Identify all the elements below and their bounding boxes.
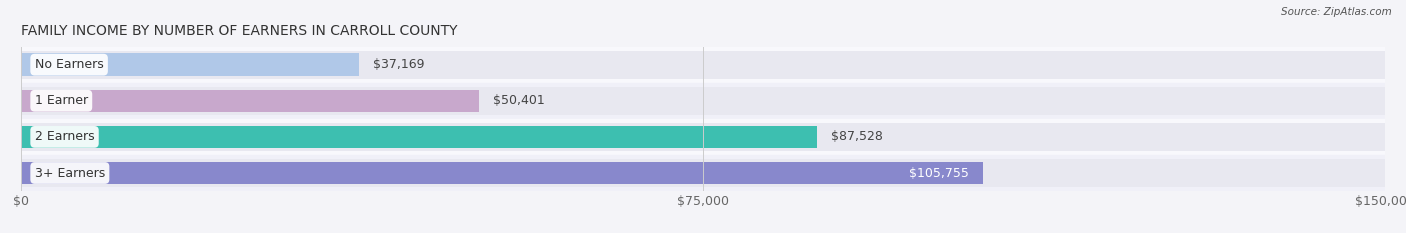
- Bar: [21, 126, 817, 148]
- Text: $87,528: $87,528: [831, 130, 883, 143]
- Text: FAMILY INCOME BY NUMBER OF EARNERS IN CARROLL COUNTY: FAMILY INCOME BY NUMBER OF EARNERS IN CA…: [21, 24, 457, 38]
- Bar: [21, 83, 1385, 119]
- Bar: [21, 162, 983, 184]
- Bar: [21, 47, 1385, 83]
- Bar: [21, 119, 1385, 155]
- Text: $105,755: $105,755: [910, 167, 969, 179]
- Text: $37,169: $37,169: [373, 58, 425, 71]
- Text: 3+ Earners: 3+ Earners: [35, 167, 105, 179]
- Bar: [21, 89, 479, 112]
- Bar: [21, 123, 1385, 151]
- Text: $50,401: $50,401: [494, 94, 544, 107]
- Bar: [21, 87, 1385, 115]
- Bar: [21, 51, 1385, 79]
- Bar: [21, 159, 1385, 187]
- Text: 2 Earners: 2 Earners: [35, 130, 94, 143]
- Bar: [21, 53, 359, 76]
- Bar: [21, 155, 1385, 191]
- Text: Source: ZipAtlas.com: Source: ZipAtlas.com: [1281, 7, 1392, 17]
- Text: 1 Earner: 1 Earner: [35, 94, 87, 107]
- Text: No Earners: No Earners: [35, 58, 104, 71]
